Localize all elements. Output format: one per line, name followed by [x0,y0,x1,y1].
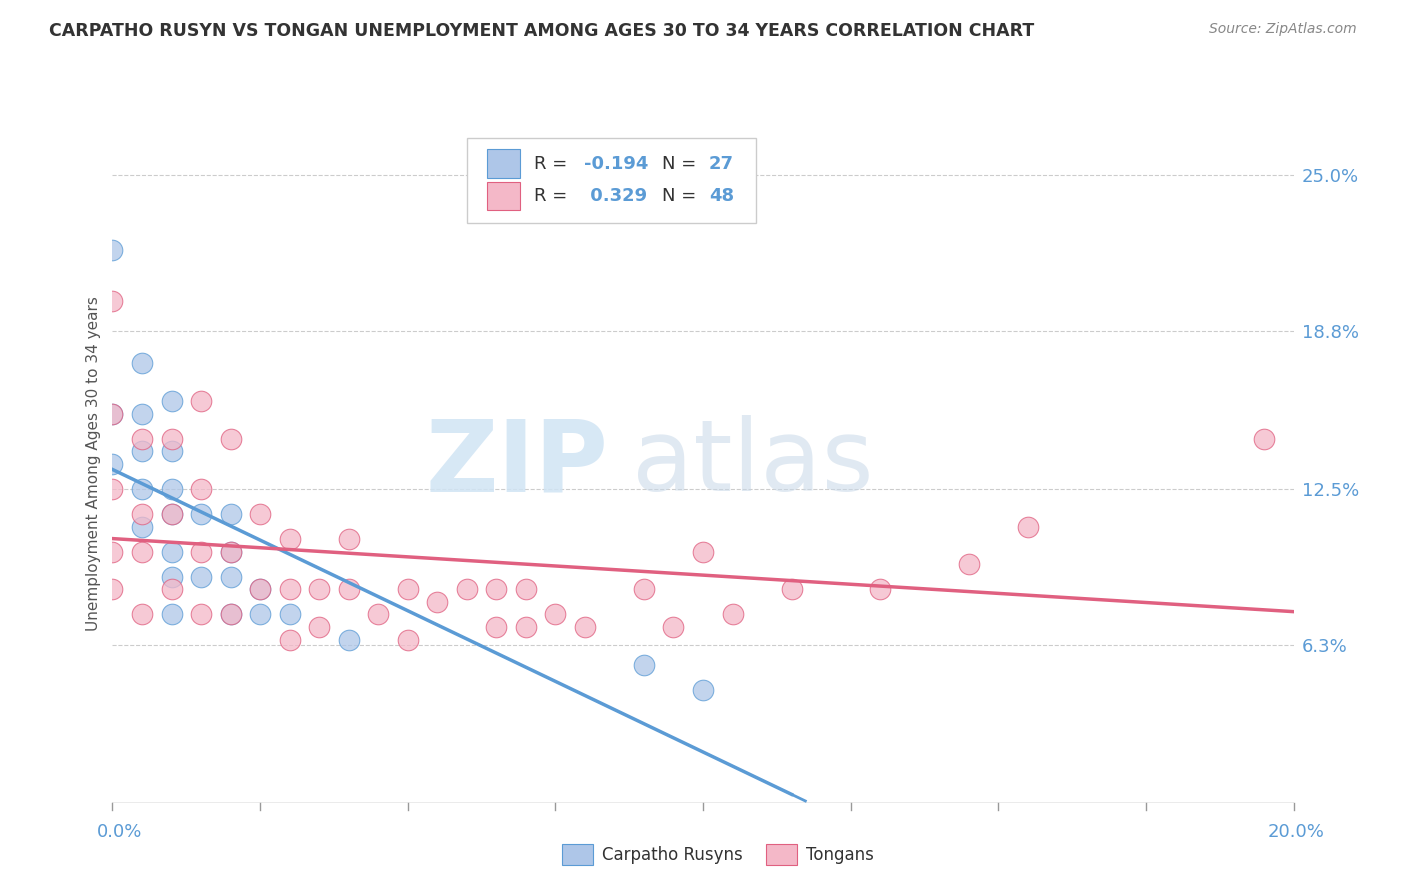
Point [367,607,389,622]
Point [721,607,744,622]
Text: atlas: atlas [633,416,873,512]
Point [190,607,212,622]
Point [131,432,153,446]
Point [515,620,537,634]
Point [101,457,124,471]
Point [131,482,153,496]
Y-axis label: Unemployment Among Ages 30 to 34 years: Unemployment Among Ages 30 to 34 years [86,296,101,632]
Point [101,407,124,421]
Point [219,607,242,622]
Text: R =: R = [534,154,574,172]
Point [396,582,419,597]
FancyBboxPatch shape [486,149,520,178]
Point [131,545,153,559]
Point [160,582,183,597]
Point [160,570,183,584]
Point [396,632,419,647]
Point [160,482,183,496]
Text: 0.0%: 0.0% [97,822,142,840]
Point [249,507,271,521]
Point [219,545,242,559]
Text: 48: 48 [709,187,734,205]
Point [485,582,508,597]
Point [101,244,124,258]
Point [131,519,153,533]
Point [131,407,153,421]
Point [337,532,360,546]
Point [131,356,153,370]
Point [160,607,183,622]
Point [190,570,212,584]
Point [249,582,271,597]
Text: Tongans: Tongans [806,846,873,863]
Text: 20.0%: 20.0% [1268,822,1324,840]
Point [160,432,183,446]
Point [278,532,301,546]
Point [101,545,124,559]
Point [219,570,242,584]
Point [1253,432,1275,446]
Point [101,482,124,496]
Point [101,293,124,308]
Text: N =: N = [662,187,702,205]
Point [308,620,330,634]
Point [190,507,212,521]
Point [160,507,183,521]
Point [131,607,153,622]
Point [190,394,212,409]
Point [662,620,685,634]
Point [219,607,242,622]
Point [633,657,655,672]
Point [219,432,242,446]
Text: 0.329: 0.329 [583,187,647,205]
Point [278,582,301,597]
Point [456,582,478,597]
Point [574,620,596,634]
Text: Carpatho Rusyns: Carpatho Rusyns [602,846,742,863]
Point [249,607,271,622]
Point [544,607,567,622]
Point [957,558,980,572]
Point [692,682,714,697]
FancyBboxPatch shape [486,182,520,211]
Text: 27: 27 [709,154,734,172]
FancyBboxPatch shape [467,138,756,223]
Point [692,545,714,559]
Point [780,582,803,597]
Point [485,620,508,634]
Point [426,595,449,609]
Point [1017,519,1039,533]
Point [160,545,183,559]
Text: R =: R = [534,187,574,205]
Point [190,482,212,496]
Point [219,545,242,559]
Text: -0.194: -0.194 [583,154,648,172]
Point [633,582,655,597]
Point [278,632,301,647]
Text: CARPATHO RUSYN VS TONGAN UNEMPLOYMENT AMONG AGES 30 TO 34 YEARS CORRELATION CHAR: CARPATHO RUSYN VS TONGAN UNEMPLOYMENT AM… [49,22,1035,40]
Point [160,444,183,458]
Point [278,607,301,622]
Point [101,582,124,597]
Point [131,444,153,458]
Text: Source: ZipAtlas.com: Source: ZipAtlas.com [1209,22,1357,37]
Point [308,582,330,597]
Text: ZIP: ZIP [426,416,609,512]
Text: N =: N = [662,154,702,172]
Point [337,582,360,597]
Point [869,582,891,597]
Point [160,394,183,409]
Point [337,632,360,647]
Point [249,582,271,597]
Point [190,545,212,559]
Point [219,507,242,521]
Point [131,507,153,521]
Point [101,407,124,421]
Point [515,582,537,597]
Point [160,507,183,521]
